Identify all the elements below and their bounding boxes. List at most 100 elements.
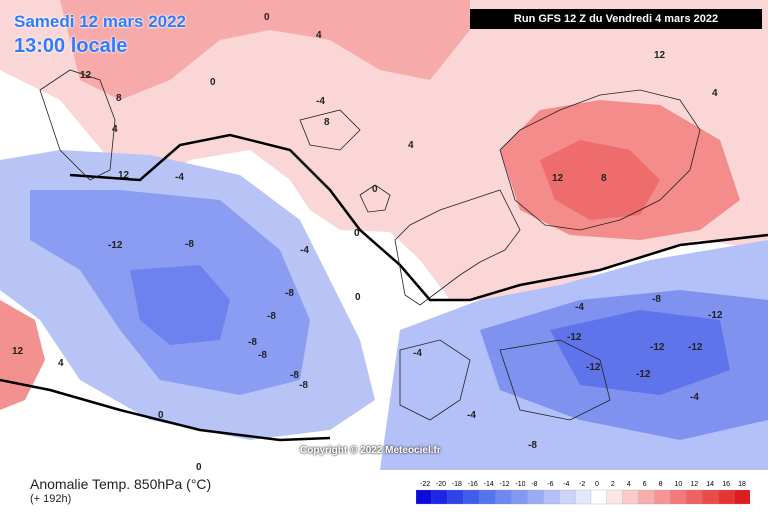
contour-label: -12 bbox=[567, 332, 582, 343]
contour-label: -12 bbox=[636, 369, 651, 380]
contour-label: 4 bbox=[58, 358, 64, 369]
contour-label: 12 bbox=[118, 170, 130, 181]
legend-tick-label: -20 bbox=[436, 481, 446, 488]
contour-label: -12 bbox=[708, 310, 723, 321]
contour-label: 12 bbox=[552, 173, 564, 184]
legend-color-cell bbox=[543, 489, 560, 505]
legend-tick-label: 8 bbox=[659, 481, 663, 488]
legend-tick-label: -22 bbox=[420, 481, 430, 488]
legend-tick-label: 12 bbox=[690, 481, 698, 488]
cold-anomaly-east-inner bbox=[550, 310, 730, 395]
contour-label: -8 bbox=[267, 311, 276, 322]
legend-tick-label: -16 bbox=[468, 481, 478, 488]
legend-color-cell bbox=[463, 489, 481, 505]
legend-color-cell bbox=[718, 489, 735, 505]
legend-tick-label: -14 bbox=[484, 481, 494, 488]
contour-label: 0 bbox=[158, 410, 164, 421]
contour-label: -12 bbox=[688, 342, 703, 353]
contour-label: -8 bbox=[528, 440, 537, 451]
legend-color-cell bbox=[622, 489, 640, 505]
contour-label: 12 bbox=[12, 346, 24, 357]
contour-label: 12 bbox=[654, 50, 666, 61]
legend-tick-label: 16 bbox=[722, 481, 730, 488]
contour-label: 0 bbox=[372, 184, 378, 195]
legend-color-cell bbox=[702, 489, 719, 505]
legend-tick-label: 4 bbox=[627, 481, 631, 488]
legend-color-cell bbox=[479, 489, 497, 505]
valid-date: Samedi 12 mars 2022 bbox=[14, 12, 187, 31]
legend-color-cell bbox=[670, 489, 688, 505]
contour-label: -4 bbox=[300, 245, 309, 256]
contour-label: 8 bbox=[601, 173, 607, 184]
contour-label: -8 bbox=[290, 370, 299, 381]
contour-label: -4 bbox=[316, 96, 325, 107]
legend-color-cell bbox=[654, 489, 672, 505]
warm-anomaly-core-inner bbox=[540, 140, 660, 220]
contour-label: 0 bbox=[355, 292, 361, 303]
contour-label: 4 bbox=[112, 124, 118, 135]
legend-color-cell bbox=[558, 489, 576, 505]
contour-label: -4 bbox=[467, 410, 476, 421]
contour-label: -4 bbox=[413, 348, 422, 359]
legend-color-cell bbox=[606, 489, 624, 505]
forecast-lead: (+ 192h) bbox=[30, 493, 72, 505]
cold-anomaly-atlantic-inner bbox=[130, 265, 230, 345]
contour-label: 0 bbox=[196, 462, 202, 470]
contour-label: -4 bbox=[690, 392, 699, 403]
contour-label: -8 bbox=[285, 288, 294, 299]
legend-tick-label: -6 bbox=[547, 481, 553, 488]
legend-tick-label: -4 bbox=[563, 481, 569, 488]
contour-label: 4 bbox=[316, 30, 322, 41]
legend-tick-label: 18 bbox=[738, 481, 746, 488]
legend-color-cell bbox=[686, 489, 703, 505]
contour-label: -12 bbox=[586, 362, 601, 373]
legend-tick-label: -12 bbox=[500, 481, 510, 488]
legend-color-cell bbox=[527, 489, 544, 505]
valid-time: 13:00 locale bbox=[14, 35, 128, 57]
legend-color-cell bbox=[416, 489, 433, 505]
contour-labels: 0000000-4-4-4-4-4-4-4-8-8-8-8-8-8-8-8-8-… bbox=[12, 12, 723, 470]
contour-label: 4 bbox=[712, 88, 718, 99]
legend-tick-label: -2 bbox=[579, 481, 585, 488]
legend-tick-label: 10 bbox=[674, 481, 682, 488]
contour-label: -8 bbox=[248, 337, 257, 348]
contour-label: 0 bbox=[354, 228, 360, 239]
legend-tick-label: -10 bbox=[515, 481, 525, 488]
contour-label: -8 bbox=[185, 239, 194, 250]
legend-tick-label: 0 bbox=[595, 481, 599, 488]
contour-label: -12 bbox=[650, 342, 665, 353]
contour-label: -8 bbox=[299, 380, 308, 391]
copyright: Copyright © 2022 Meteociel.fr bbox=[300, 445, 441, 456]
warm-anomaly-core-north bbox=[60, 0, 470, 100]
legend-tick-label: 6 bbox=[643, 481, 647, 488]
legend-color-cell bbox=[447, 489, 465, 505]
legend-tick-label: 14 bbox=[706, 481, 714, 488]
contour-label: 4 bbox=[408, 140, 414, 151]
legend-color-cell bbox=[638, 489, 656, 505]
contour-label: -4 bbox=[175, 172, 184, 183]
contour-label: 8 bbox=[324, 117, 330, 128]
legend-color-cell bbox=[574, 489, 592, 505]
contour-label: -8 bbox=[258, 350, 267, 361]
contour-label: -4 bbox=[575, 302, 584, 313]
contour-label: 8 bbox=[116, 93, 122, 104]
zero-contour bbox=[69, 133, 768, 302]
color-scale-legend: -22 -20 -18 -16 -14 -12 -10 -8 -6 -4 -2 0 2 4 6 8 10 12 14… bbox=[416, 481, 750, 505]
temperature-anomaly-map: 0000000-4-4-4-4-4-4-4-8-8-8-8-8-8-8-8-8-… bbox=[0, 0, 768, 470]
legend-color-cell bbox=[431, 489, 449, 505]
contour-label: 0 bbox=[210, 77, 216, 88]
legend-tick-label: -18 bbox=[452, 481, 462, 488]
contour-label: 0 bbox=[264, 12, 270, 23]
run-info: Run GFS 12 Z du Vendredi 4 mars 2022 bbox=[470, 9, 762, 29]
contour-label: -8 bbox=[652, 294, 661, 305]
legend-color-cell bbox=[495, 489, 513, 505]
legend-tick-label: -8 bbox=[531, 481, 537, 488]
contour-label: 12 bbox=[80, 70, 92, 81]
legend-color-cell bbox=[733, 489, 750, 505]
legend-tick-label: 2 bbox=[611, 481, 615, 488]
legend-color-cell bbox=[511, 489, 528, 505]
coastlines bbox=[39, 69, 701, 421]
contour-label: -12 bbox=[108, 240, 123, 251]
legend-color-cell bbox=[590, 489, 608, 505]
map-title: Anomalie Temp. 850hPa (°C) bbox=[30, 476, 212, 492]
